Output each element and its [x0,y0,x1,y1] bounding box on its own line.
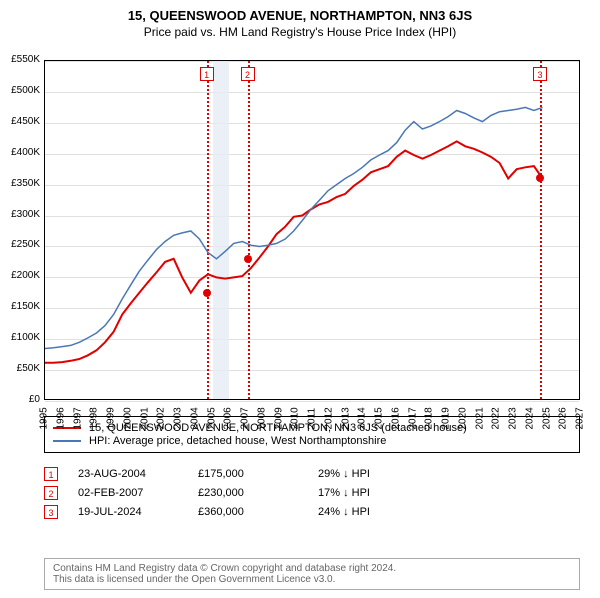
x-axis-label: 2020 [457,414,468,430]
y-axis-label: £0 [0,394,40,405]
transaction-date: 02-FEB-2007 [78,487,178,499]
legend-item-hpi: HPI: Average price, detached house, West… [53,435,571,447]
transaction-table: 1 23-AUG-2004 £175,000 29% ↓ HPI 2 02-FE… [44,462,580,524]
x-axis-label: 2016 [390,414,401,430]
y-axis-label: £200K [0,270,40,281]
x-axis-label: 2026 [558,414,569,430]
transaction-date: 23-AUG-2004 [78,468,178,480]
x-axis-label: 2010 [290,414,301,430]
chart-container: 15, QUEENSWOOD AVENUE, NORTHAMPTON, NN3 … [0,8,600,598]
table-row: 3 19-JUL-2024 £360,000 24% ↓ HPI [44,505,580,519]
x-axis-label: 2021 [474,414,485,430]
x-axis-label: 1999 [106,414,117,430]
x-axis-label: 2000 [122,414,133,430]
x-axis-label: 2018 [424,414,435,430]
x-axis-label: 2019 [441,414,452,430]
attribution-box: Contains HM Land Registry data © Crown c… [44,558,580,590]
x-axis-label: 2024 [524,414,535,430]
x-axis-label: 2004 [189,414,200,430]
x-axis-label: 2025 [541,414,552,430]
legend-line-icon [53,440,81,442]
x-axis-label: 2001 [139,414,150,430]
y-axis-label: £100K [0,332,40,343]
table-row: 2 02-FEB-2007 £230,000 17% ↓ HPI [44,486,580,500]
legend-label: HPI: Average price, detached house, West… [89,435,386,447]
attribution-line: This data is licensed under the Open Gov… [53,574,571,585]
x-axis-label: 1996 [55,414,66,430]
y-axis-label: £300K [0,209,40,220]
x-axis-label: 2012 [323,414,334,430]
chart-title: 15, QUEENSWOOD AVENUE, NORTHAMPTON, NN3 … [0,8,600,23]
x-axis-label: 2022 [491,414,502,430]
transaction-price: £175,000 [198,468,298,480]
x-axis-label: 2013 [340,414,351,430]
x-axis-label: 1998 [89,414,100,430]
transaction-price: £360,000 [198,506,298,518]
series-property [45,141,543,362]
y-axis-label: £350K [0,178,40,189]
transaction-delta: 17% ↓ HPI [318,487,418,499]
marker-number-icon: 1 [44,467,58,481]
y-axis-label: £550K [0,54,40,65]
gridline [45,401,579,402]
x-axis-label: 2008 [256,414,267,430]
x-axis-label: 2015 [374,414,385,430]
attribution-line: Contains HM Land Registry data © Crown c… [53,563,571,574]
chart-subtitle: Price paid vs. HM Land Registry's House … [0,25,600,39]
y-axis-label: £150K [0,301,40,312]
x-axis-label: 2005 [206,414,217,430]
marker-number-icon: 2 [44,486,58,500]
y-axis-label: £250K [0,239,40,250]
y-axis-label: £400K [0,147,40,158]
x-axis-label: 2009 [273,414,284,430]
x-axis-label: 1995 [39,414,50,430]
marker-number-icon: 3 [44,505,58,519]
chart-plot-area: 123 [44,60,580,400]
x-axis-label: 2023 [508,414,519,430]
x-axis-label: 2003 [173,414,184,430]
x-axis-label: 2007 [240,414,251,430]
transaction-price: £230,000 [198,487,298,499]
x-axis-label: 2011 [307,414,318,430]
y-axis-label: £50K [0,363,40,374]
series-hpi [45,107,543,348]
transaction-delta: 29% ↓ HPI [318,468,418,480]
transaction-delta: 24% ↓ HPI [318,506,418,518]
y-axis-label: £450K [0,116,40,127]
transaction-date: 19-JUL-2024 [78,506,178,518]
x-axis-label: 2002 [156,414,167,430]
x-axis-label: 2014 [357,414,368,430]
x-axis-label: 2027 [575,414,586,430]
chart-svg [45,61,581,401]
x-axis-label: 2017 [407,414,418,430]
table-row: 1 23-AUG-2004 £175,000 29% ↓ HPI [44,467,580,481]
x-axis-label: 2006 [223,414,234,430]
y-axis-label: £500K [0,85,40,96]
x-axis-label: 1997 [72,414,83,430]
